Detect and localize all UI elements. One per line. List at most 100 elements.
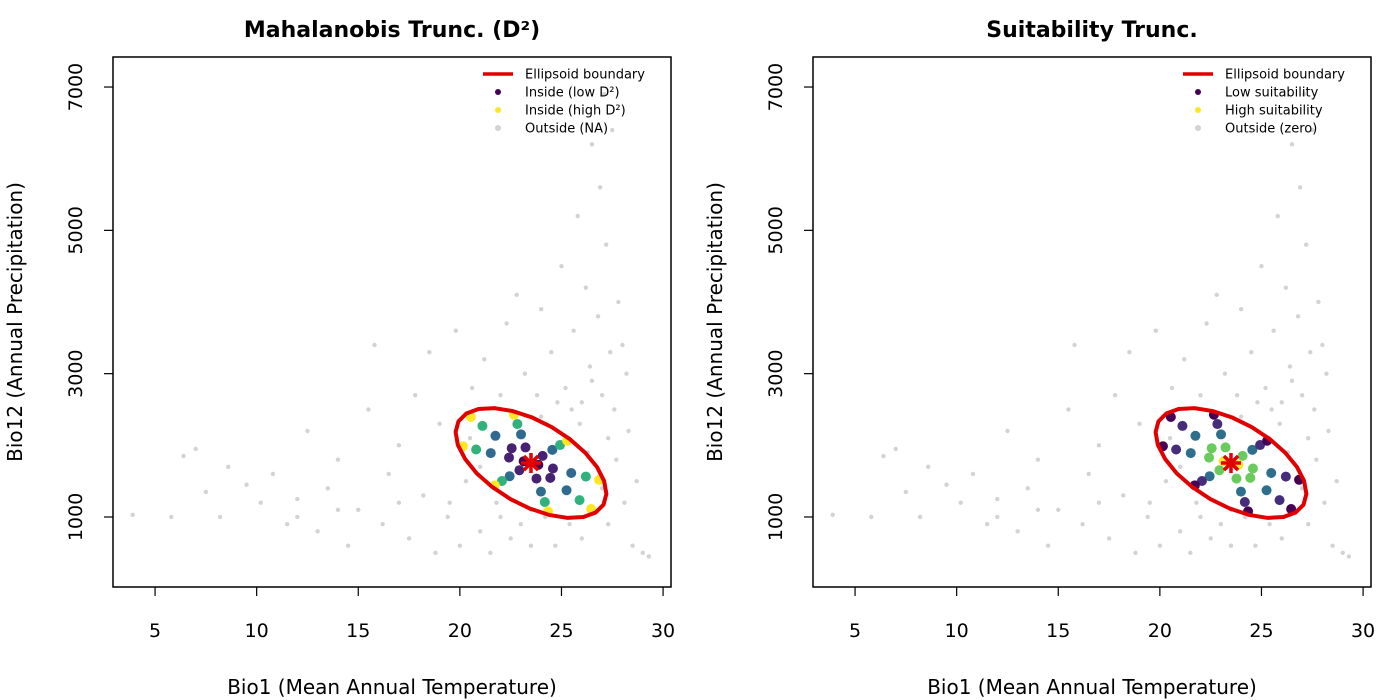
point (345, 543, 351, 548)
point (587, 364, 593, 369)
inside-point (516, 429, 527, 440)
point (577, 421, 582, 427)
inside-point (504, 452, 515, 463)
point (508, 536, 513, 541)
plot-frame (812, 56, 1372, 588)
point (528, 543, 534, 548)
point (445, 514, 450, 520)
point (1238, 414, 1244, 419)
point (569, 407, 574, 412)
legend-label: Outside (zero) (1225, 122, 1317, 137)
point (1198, 514, 1203, 520)
point (463, 478, 469, 484)
x-tick-label: 10 (945, 620, 969, 642)
point (1045, 543, 1051, 548)
inside-point (1190, 430, 1201, 441)
x-tick-label: 20 (1148, 620, 1172, 642)
point (1287, 364, 1293, 369)
point (559, 263, 564, 269)
panel: 5 10 15 20 25 30 1000 3000 5000 7000 Suitability T… (703, 18, 1375, 699)
point (1234, 392, 1240, 398)
point (447, 500, 452, 505)
point (1330, 543, 1335, 548)
point (226, 464, 231, 470)
inside-point (1247, 444, 1258, 455)
point (612, 407, 617, 412)
inside-point (1204, 452, 1215, 463)
legend-label: High suitability (1225, 104, 1323, 119)
inside-point (1280, 471, 1291, 482)
point (421, 493, 426, 498)
y-tick-label: 7000 (65, 63, 87, 111)
inside-point (514, 465, 525, 476)
point (589, 378, 595, 384)
inside-point (1237, 450, 1248, 461)
point (467, 435, 473, 441)
point (1137, 421, 1142, 427)
point (406, 536, 412, 541)
point (295, 514, 300, 520)
point (504, 321, 509, 326)
inside-point (504, 471, 515, 482)
point (203, 489, 209, 495)
plot-area (130, 91, 652, 559)
point (1320, 342, 1325, 348)
point (1303, 242, 1309, 247)
point (518, 521, 524, 527)
y-tick-label: 1000 (65, 493, 87, 541)
point (315, 529, 320, 534)
point (514, 292, 519, 298)
point (244, 482, 249, 487)
point (1214, 292, 1219, 298)
inside-point (545, 472, 556, 483)
point (1015, 529, 1020, 534)
point (1259, 263, 1264, 269)
point (1147, 500, 1152, 505)
x-tick-label: 5 (849, 620, 861, 642)
point (616, 299, 621, 305)
centroid (1220, 453, 1241, 474)
x-tick-label: 25 (549, 620, 573, 642)
point (1133, 550, 1138, 556)
inside-point (547, 444, 558, 455)
point (386, 471, 391, 477)
inside-point (535, 486, 546, 497)
x-tick-label: 10 (245, 620, 269, 642)
plot-area (830, 91, 1352, 559)
point (1310, 127, 1315, 133)
point (396, 443, 402, 448)
point (1177, 464, 1183, 470)
point (1153, 328, 1159, 333)
point (1253, 543, 1258, 548)
point (830, 512, 835, 518)
point (1112, 392, 1118, 398)
point (305, 428, 310, 434)
inside-point (471, 444, 482, 455)
point (567, 521, 572, 527)
point (1346, 554, 1352, 559)
point (869, 514, 874, 520)
x-axis-label: Bio1 (Mean Annual Temperature) (927, 675, 1257, 699)
inside-point (1216, 429, 1227, 440)
inside-point (1185, 448, 1196, 459)
point (270, 471, 276, 477)
point (1267, 521, 1272, 527)
point (1035, 507, 1041, 513)
point (193, 446, 198, 452)
point (1275, 213, 1280, 219)
inside-point (1212, 419, 1223, 430)
legend-label: Ellipsoid boundary (1225, 68, 1345, 83)
point (1238, 306, 1244, 312)
point (622, 500, 627, 505)
point (1072, 342, 1077, 348)
point (482, 357, 487, 362)
inside-point (1274, 495, 1285, 506)
inside-point (1261, 485, 1272, 496)
point (295, 496, 300, 502)
y-axis-label: Bio12 (Annual Precipitation) (3, 182, 27, 462)
point (1177, 529, 1183, 534)
point (1169, 385, 1175, 391)
centroid-stroke (522, 454, 540, 472)
point (1056, 507, 1061, 513)
